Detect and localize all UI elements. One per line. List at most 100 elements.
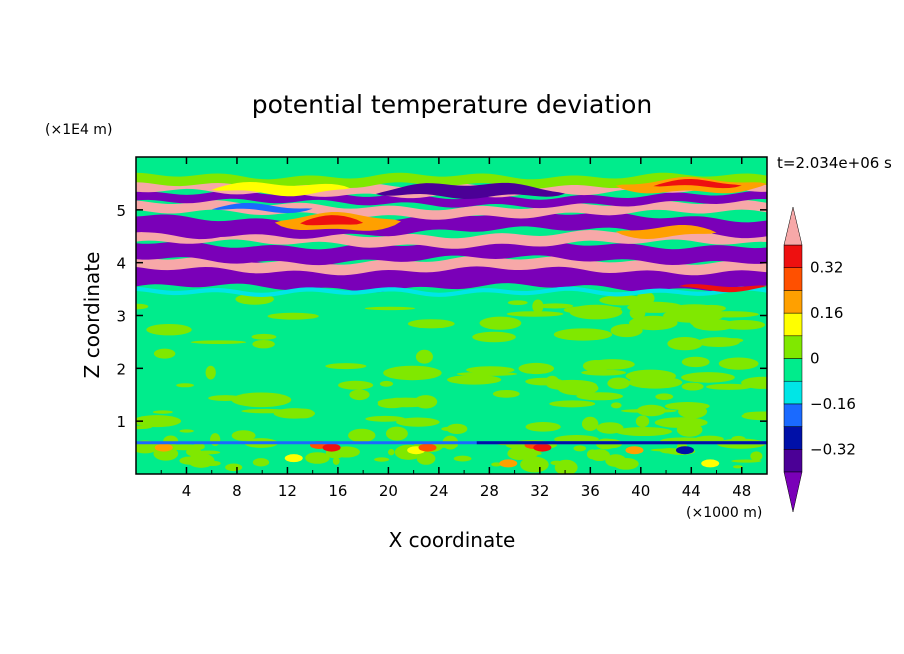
lower-patch <box>681 372 735 383</box>
lens-blue-1 <box>211 202 313 214</box>
band-cyan-edge <box>136 286 767 297</box>
surface-patch <box>305 452 330 464</box>
colorbar-swatch <box>783 449 803 473</box>
chart-title: potential temperature deviation <box>252 90 652 119</box>
lower-patch <box>506 311 564 317</box>
lower-patch <box>518 362 555 375</box>
lower-patch <box>365 415 406 422</box>
surface-spot <box>625 446 644 455</box>
lower-patch <box>664 402 710 411</box>
surface-patch <box>453 455 472 462</box>
lower-patch <box>446 423 468 434</box>
lower-patch <box>472 331 516 343</box>
lower-patch <box>741 412 767 421</box>
lower-patch <box>136 415 182 428</box>
lower-patch <box>718 357 759 370</box>
colorbar-swatch <box>783 403 803 427</box>
surface-patch <box>491 462 502 467</box>
lower-patch <box>525 377 563 386</box>
lower-patch <box>348 428 376 443</box>
lower-patch <box>590 359 635 370</box>
y-unit-label: (×1E4 m) <box>45 122 112 138</box>
x-tick-label: 48 <box>732 482 751 500</box>
surface-spot <box>284 454 303 463</box>
lower-patch <box>364 306 416 311</box>
lens-purple-1 <box>375 182 566 199</box>
lower-patch <box>532 299 544 314</box>
lower-patch <box>681 356 710 368</box>
lower-patch <box>607 377 630 390</box>
colorbar-swatch <box>783 335 803 359</box>
lower-patch <box>724 338 744 343</box>
lower-patch <box>667 337 703 351</box>
surface-patch <box>573 445 587 452</box>
colorbar-label: 0.32 <box>810 259 843 277</box>
lower-patch <box>415 349 433 364</box>
lower-patch <box>557 380 599 396</box>
lower-patch <box>383 365 442 381</box>
lower-patch <box>414 395 438 409</box>
lower-patch <box>208 395 243 401</box>
surface-patch <box>196 450 221 455</box>
lower-patch <box>549 400 596 408</box>
x-tick-label: 4 <box>182 482 192 500</box>
x-tick-label: 12 <box>278 482 297 500</box>
surface-spot <box>701 459 720 468</box>
lower-patch <box>625 369 677 383</box>
surface-patch <box>252 458 270 467</box>
lower-patch <box>338 380 374 390</box>
lower-patch <box>741 376 767 389</box>
x-tick-label: 8 <box>232 482 242 500</box>
colorbar-label: −0.16 <box>810 395 856 413</box>
lower-patch <box>559 333 600 338</box>
lower-patch <box>205 365 216 380</box>
lower-patch <box>655 393 674 400</box>
lower-patch <box>507 300 528 306</box>
x-axis-label: X coordinate <box>389 528 516 552</box>
colorbar-label: 0.16 <box>810 304 843 322</box>
surface-spot <box>499 459 518 468</box>
lower-patch <box>231 392 292 408</box>
colorbar-label: −0.32 <box>810 440 856 458</box>
lower-patch <box>537 303 574 309</box>
lower-patch <box>385 426 408 441</box>
lower-patch <box>136 303 149 310</box>
colorbar-swatch <box>783 244 803 268</box>
lower-patch <box>635 415 650 428</box>
x-tick-label: 32 <box>530 482 549 500</box>
surface-patch <box>732 465 743 469</box>
contour-field <box>136 157 767 474</box>
colorbar-label: 0 <box>810 350 820 368</box>
lens-orange-3 <box>615 224 717 239</box>
surface-patch <box>179 456 200 465</box>
surface-spot <box>533 443 552 452</box>
x-tick-label: 20 <box>379 482 398 500</box>
lower-patch <box>581 369 627 376</box>
lens-yellow-1 <box>211 181 351 197</box>
surface-patch <box>525 452 542 456</box>
lower-patch <box>273 408 316 419</box>
lower-patch <box>689 316 717 328</box>
lower-patch <box>176 383 194 388</box>
lower-patch <box>479 316 522 330</box>
lens-red-3 <box>678 284 767 293</box>
lower-patch <box>599 295 646 306</box>
surface-spot <box>322 443 341 452</box>
colorbar-extend-max <box>783 206 803 246</box>
y-tick-label: 3 <box>116 308 126 326</box>
lower-patch <box>700 311 759 318</box>
lower-patch <box>492 390 520 398</box>
lower-patch <box>146 323 192 336</box>
lower-patch <box>705 383 752 390</box>
lower-patch <box>581 416 599 431</box>
y-axis-label: Z coordinate <box>80 252 104 379</box>
surface-patch <box>225 463 243 472</box>
surface-patch <box>374 457 390 462</box>
band-green-top <box>136 172 767 189</box>
lower-patch <box>610 402 622 409</box>
lower-patch <box>252 339 275 349</box>
y-tick-label: 4 <box>116 255 126 273</box>
x-tick-label: 40 <box>631 482 650 500</box>
lower-patch <box>615 427 673 437</box>
